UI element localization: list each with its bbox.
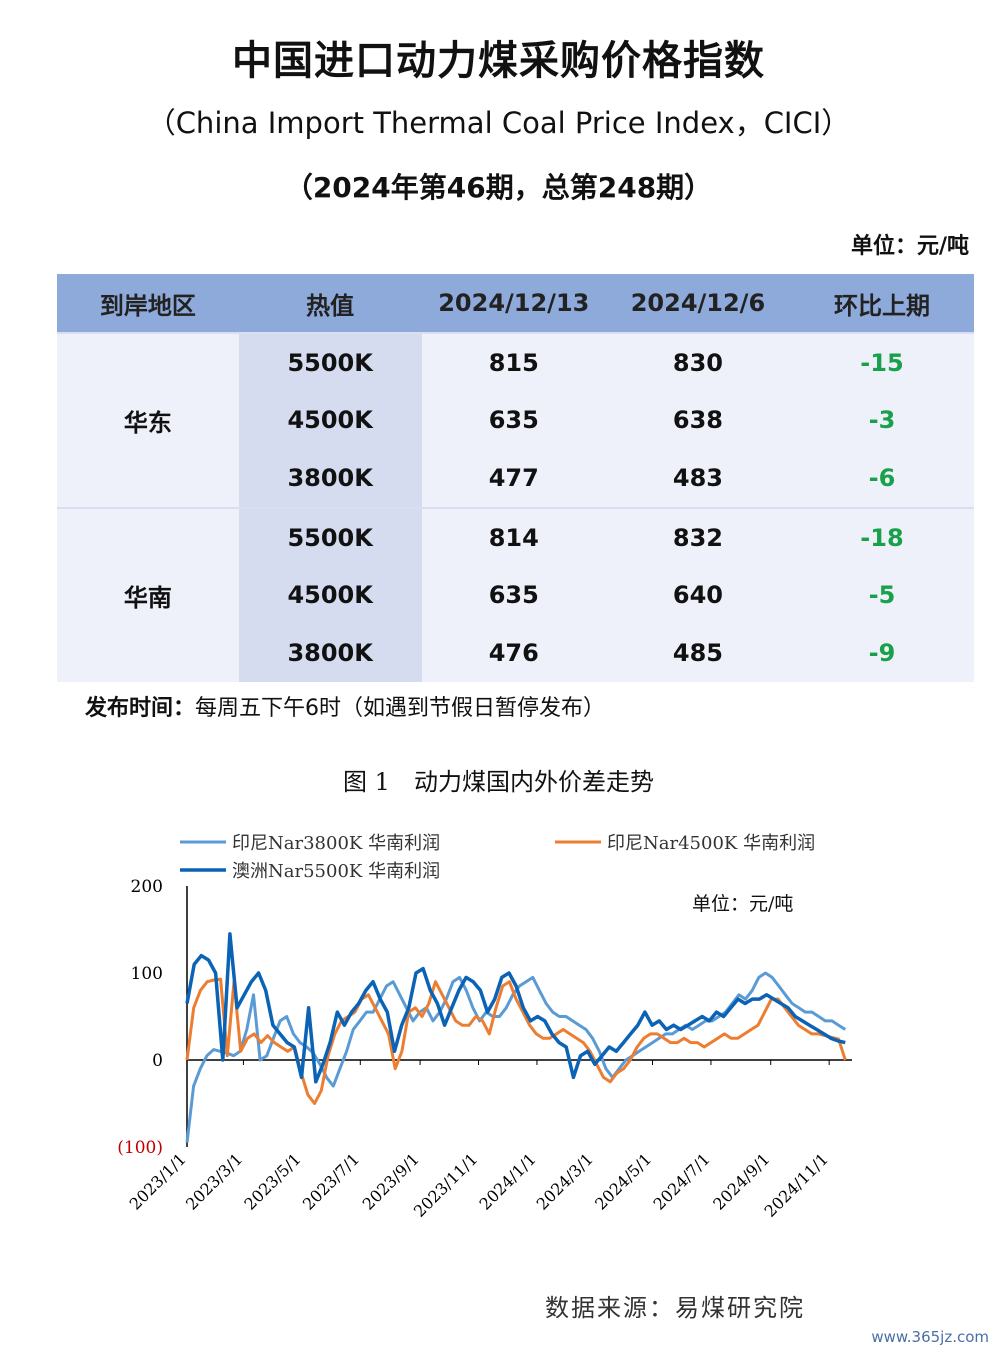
heat-cell: 4500K (238, 391, 422, 450)
current-price-cell: 477 (421, 449, 606, 508)
figure-title: 图 1 动力煤国内外价差走势 (343, 768, 654, 796)
change-cell: -6 (789, 449, 974, 508)
region-east-china: 华东 (57, 332, 239, 508)
x-tick-label: 2023/1/1 (126, 1149, 190, 1213)
legend-label: 印尼Nar3800K 华南利润 (232, 833, 440, 854)
y-tick-labels: 200 100 0 (100) (117, 877, 163, 1158)
x-tick-label: 2023/11/1 (410, 1149, 481, 1220)
release-label: 发布时间： (85, 696, 196, 721)
spread-trend-chart: 印尼Nar3800K 华南利润 印尼Nar4500K 华南利润澳洲Nar5500K… (117, 833, 852, 1221)
current-price-cell: 635 (421, 391, 606, 450)
header-region: 到岸地区 (57, 274, 239, 333)
chart-series (185, 932, 847, 1143)
x-tick-label: 2024/3/1 (533, 1149, 597, 1213)
heat-cell: 3800K (238, 623, 422, 682)
table-row: 3800K 477 483 -6 (57, 449, 974, 508)
data-source: 数据来源：易煤研究院 (545, 1294, 805, 1322)
page-title: 中国进口动力煤采购价格指数 (232, 38, 765, 84)
x-tick-labels: 2023/1/12023/3/12023/5/12023/7/12023/9/1… (126, 1060, 832, 1221)
heat-cell: 5500K (238, 332, 422, 392)
y-tick-label: 100 (131, 964, 163, 984)
previous-price-cell: 483 (605, 449, 790, 508)
x-tick-label: 2023/3/1 (182, 1149, 246, 1213)
header-heat-value: 热值 (238, 274, 422, 333)
heat-cell: 4500K (238, 566, 422, 624)
table-row: 4500K 635 638 -3 (57, 391, 974, 450)
series-line-2 (185, 932, 846, 1084)
current-price-cell: 476 (421, 623, 606, 682)
current-price-cell: 635 (421, 566, 606, 624)
header-previous-date: 2024/12/6 (605, 274, 790, 333)
x-tick-label: 2024/5/1 (591, 1149, 655, 1213)
y-tick-label: 0 (152, 1051, 163, 1071)
current-price-cell: 815 (421, 332, 606, 392)
y-tick-label: (100) (117, 1138, 163, 1158)
table-row: 3800K 476 485 -9 (57, 623, 974, 682)
page-subtitle: （China Import Thermal Coal Price Index，C… (146, 106, 851, 140)
region-south-china: 华南 (57, 506, 239, 682)
heat-cell: 5500K (238, 506, 422, 567)
previous-price-cell: 830 (605, 332, 790, 392)
previous-price-cell: 485 (605, 623, 790, 682)
x-tick-label: 2023/5/1 (240, 1149, 304, 1213)
table-row: 华南 5500K 814 832 -18 (57, 506, 974, 682)
x-tick-label: 2024/11/1 (761, 1149, 832, 1220)
x-tick-label: 2024/7/1 (650, 1149, 714, 1213)
table-unit-label: 单位：元/吨 (850, 234, 969, 259)
issue-number: （2024年第46期，总第248期） (284, 171, 713, 204)
chart-legend: 印尼Nar3800K 华南利润 印尼Nar4500K 华南利润澳洲Nar5500K… (180, 833, 815, 882)
header-current-date: 2024/12/13 (421, 274, 606, 333)
release-schedule: 发布时间：每周五下午6时（如遇到节假日暂停发布） (85, 690, 605, 722)
current-price-cell: 814 (421, 506, 606, 567)
previous-price-cell: 832 (605, 506, 790, 567)
change-cell: -3 (789, 391, 974, 450)
table-row: 4500K 635 640 -5 (57, 566, 974, 624)
change-cell: -18 (789, 506, 974, 567)
change-cell: -9 (789, 623, 974, 682)
watermark: www.365jz.com (871, 1328, 989, 1346)
legend-label: 澳洲Nar5500K 华南利润 (232, 861, 440, 882)
table-header-row: 到岸地区 热值 2024/12/13 2024/12/6 环比上期 (57, 274, 974, 333)
change-cell: -15 (789, 332, 974, 392)
price-table: 到岸地区 热值 2024/12/13 2024/12/6 环比上期 华东 550… (57, 274, 974, 682)
release-text: 每周五下午6时（如遇到节假日暂停发布） (195, 696, 606, 721)
previous-price-cell: 640 (605, 566, 790, 624)
heat-cell: 3800K (238, 449, 422, 508)
legend-label: 印尼Nar4500K 华南利润 (607, 833, 815, 854)
header-change: 环比上期 (789, 274, 974, 333)
chart-unit-label: 单位：元/吨 (692, 893, 793, 915)
previous-price-cell: 638 (605, 391, 790, 450)
x-tick-label: 2023/7/1 (299, 1149, 363, 1213)
y-tick-label: 200 (131, 877, 163, 897)
x-tick-label: 2024/1/1 (476, 1149, 540, 1213)
change-cell: -5 (789, 566, 974, 624)
table-row: 华东 5500K 815 830 -15 (57, 332, 974, 508)
